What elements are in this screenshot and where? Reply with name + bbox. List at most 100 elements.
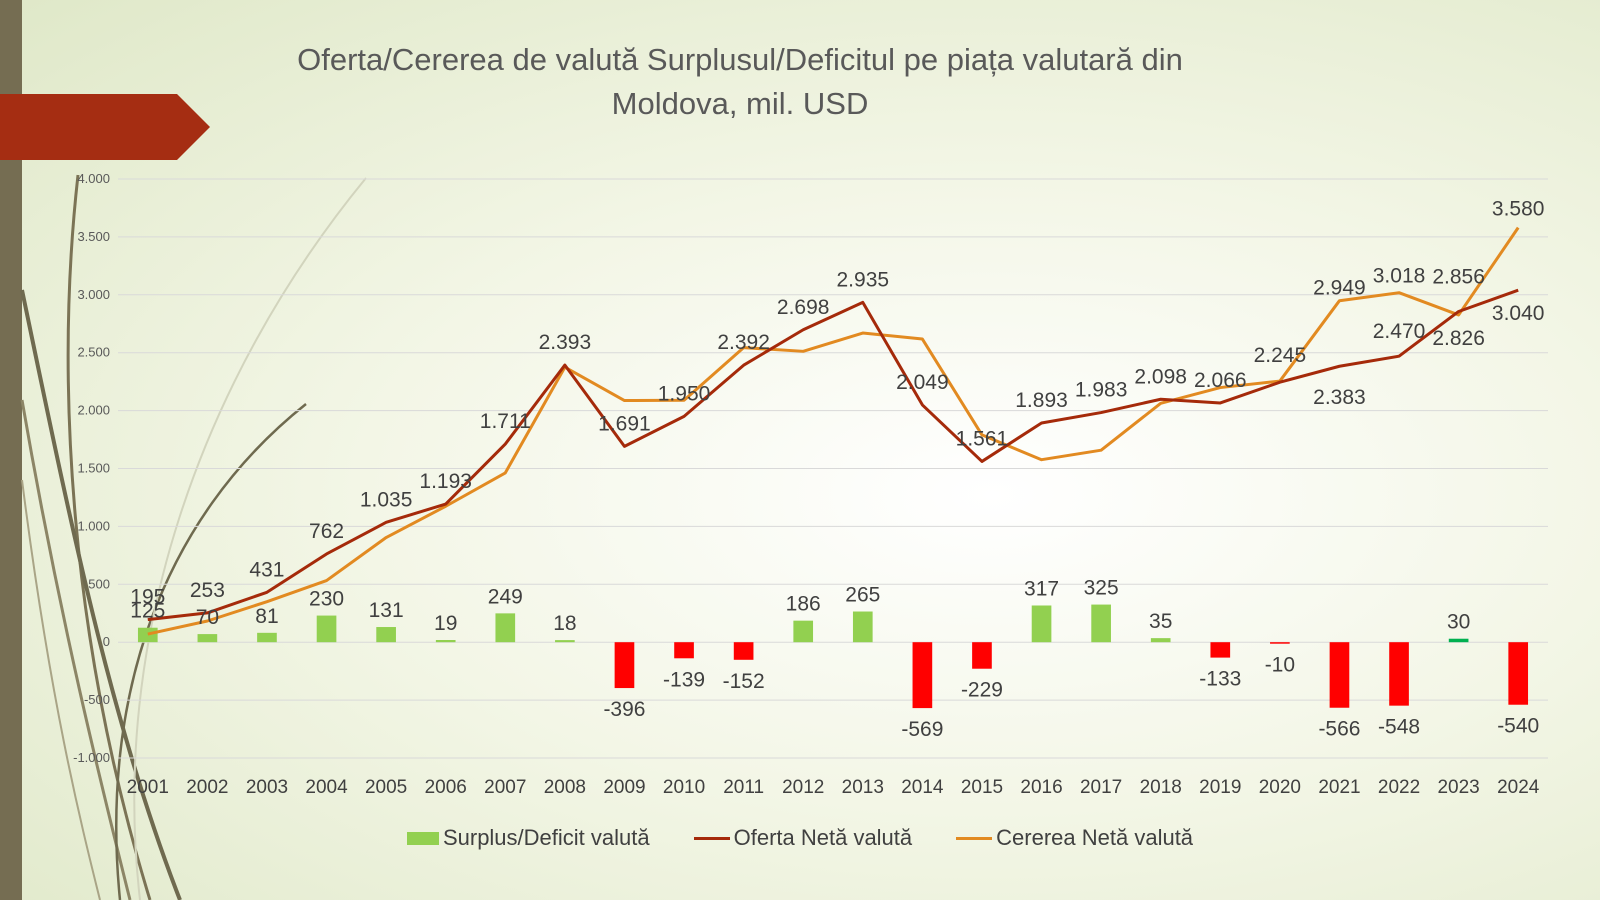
bar-data-label: 230 [309,588,344,611]
oferta-data-label: 2.470 [1373,320,1426,343]
oferta-data-label: 431 [249,558,284,581]
bar-data-label: -566 [1318,718,1360,741]
x-tick-label: 2007 [484,777,526,798]
x-tick-label: 2019 [1199,777,1241,798]
bar-data-label: 249 [488,585,523,608]
bar [1448,638,1469,643]
chart-title-line-2: Moldova, mil. USD [611,86,869,121]
bar [197,634,218,643]
y-axis-ticks: -1.000 -500 0 500 1.000 1.500 2.000 2.500 3.000 3… [73,171,110,765]
chart-title: Oferta/Cererea de valută Surplusul/Defic… [180,38,1300,126]
bar [435,639,456,643]
bar-data-label: 30 [1447,611,1470,634]
x-axis-ticks: 2001 2002 2003 2004 2005 2006 2007 2008 2009 2010… [127,777,1540,798]
oferta-data-label: 1.983 [1075,379,1128,402]
oferta-data-label: 195 [130,586,165,609]
x-tick-label: 2014 [901,777,944,798]
y-tick-label: 0 [103,634,110,649]
bar [912,642,933,709]
bar-data-label: 35 [1149,610,1172,633]
bar [1031,605,1052,643]
bar-data-label: 19 [434,612,457,635]
bar-data-label: 131 [369,599,404,622]
x-tick-label: 2008 [544,777,586,798]
bar-data-label: 81 [255,605,278,628]
bar-data-label: -569 [901,718,943,741]
slide-left-accent-bar [0,0,22,900]
legend-swatch-cererea [956,836,993,840]
oferta-data-label: 1.035 [360,488,413,511]
x-tick-label: 2002 [186,777,228,798]
bar [316,615,337,643]
x-tick-label: 2022 [1378,777,1420,798]
x-tick-label: 2005 [365,777,407,798]
bar-data-label: -548 [1378,716,1420,739]
legend: Surplus/Deficit valută Oferta Netă valut… [0,825,1600,851]
cererea-data-label: 3.580 [1492,198,1545,221]
oferta-data-label: 1.691 [598,412,651,435]
y-tick-label: 1.000 [77,518,110,533]
oferta-data-label: 2.392 [717,331,770,354]
x-tick-label: 2017 [1080,777,1122,798]
bar-data-label: 186 [786,593,821,616]
bar-data-label: -540 [1497,715,1539,738]
bar-data-label: -229 [961,679,1003,702]
x-tick-label: 2023 [1437,777,1479,798]
x-tick-label: 2003 [246,777,288,798]
oferta-data-label: 2.066 [1194,369,1247,392]
cererea-line [147,226,1520,636]
cererea-data-label: 2.949 [1313,277,1366,300]
bar [733,642,754,660]
data-labels: 125 70 81 230 131 19 249 18 -396 -139 -152 186 265 -5… [130,198,1544,741]
y-tick-label: 1.500 [77,461,110,476]
x-tick-label: 2013 [842,777,884,798]
line-series [147,226,1520,636]
oferta-data-label: 2.393 [539,331,592,354]
bar-data-label: -396 [603,698,645,721]
bar [1210,642,1231,658]
x-tick-label: 2011 [723,777,764,798]
oferta-data-label: 3.040 [1492,302,1545,325]
gridlines [118,178,1548,759]
bar [376,627,396,643]
bar [495,613,516,643]
bar [1091,604,1111,643]
y-tick-label: -1.000 [73,750,110,765]
oferta-data-label: 2.245 [1254,344,1307,367]
oferta-data-label: 1.893 [1015,389,1068,412]
bar [852,611,873,643]
bar-series [137,604,1529,709]
x-tick-label: 2018 [1140,777,1182,798]
bar [257,632,277,643]
legend-item-oferta: Oferta Netă valută [693,825,913,851]
cererea-data-label: 2.826 [1432,327,1485,350]
chart-title-line-1: Oferta/Cererea de valută Surplusul/Defic… [297,42,1183,77]
x-tick-label: 2015 [961,777,1003,798]
x-tick-label: 2001 [127,777,169,798]
legend-label-surplus: Surplus/Deficit valută [442,825,650,850]
y-tick-label: 500 [88,576,110,591]
oferta-data-label: 1.561 [956,427,1009,450]
oferta-data-label: 2.698 [777,296,830,319]
bar-data-label: 18 [553,612,576,635]
x-tick-label: 2024 [1497,777,1540,798]
oferta-data-label: 253 [190,579,225,602]
x-tick-label: 2006 [425,777,467,798]
cererea-data-label: 3.018 [1373,265,1426,288]
x-tick-label: 2010 [663,777,705,798]
x-tick-label: 2004 [305,777,348,798]
bar-data-label: 125 [130,600,165,623]
legend-label-cererea: Cererea Netă valută [996,825,1194,850]
legend-label-oferta: Oferta Netă valută [733,825,913,850]
bar-data-label: 265 [845,584,880,607]
bar [1508,642,1529,705]
bar [137,627,158,643]
bar [614,642,635,689]
oferta-data-label: 2.098 [1134,365,1187,388]
bar-data-label: 317 [1024,577,1059,600]
bar-data-label: 325 [1084,577,1119,600]
bar-data-label: -139 [663,668,705,691]
y-tick-label: 2.000 [77,403,110,418]
bar [555,640,575,643]
